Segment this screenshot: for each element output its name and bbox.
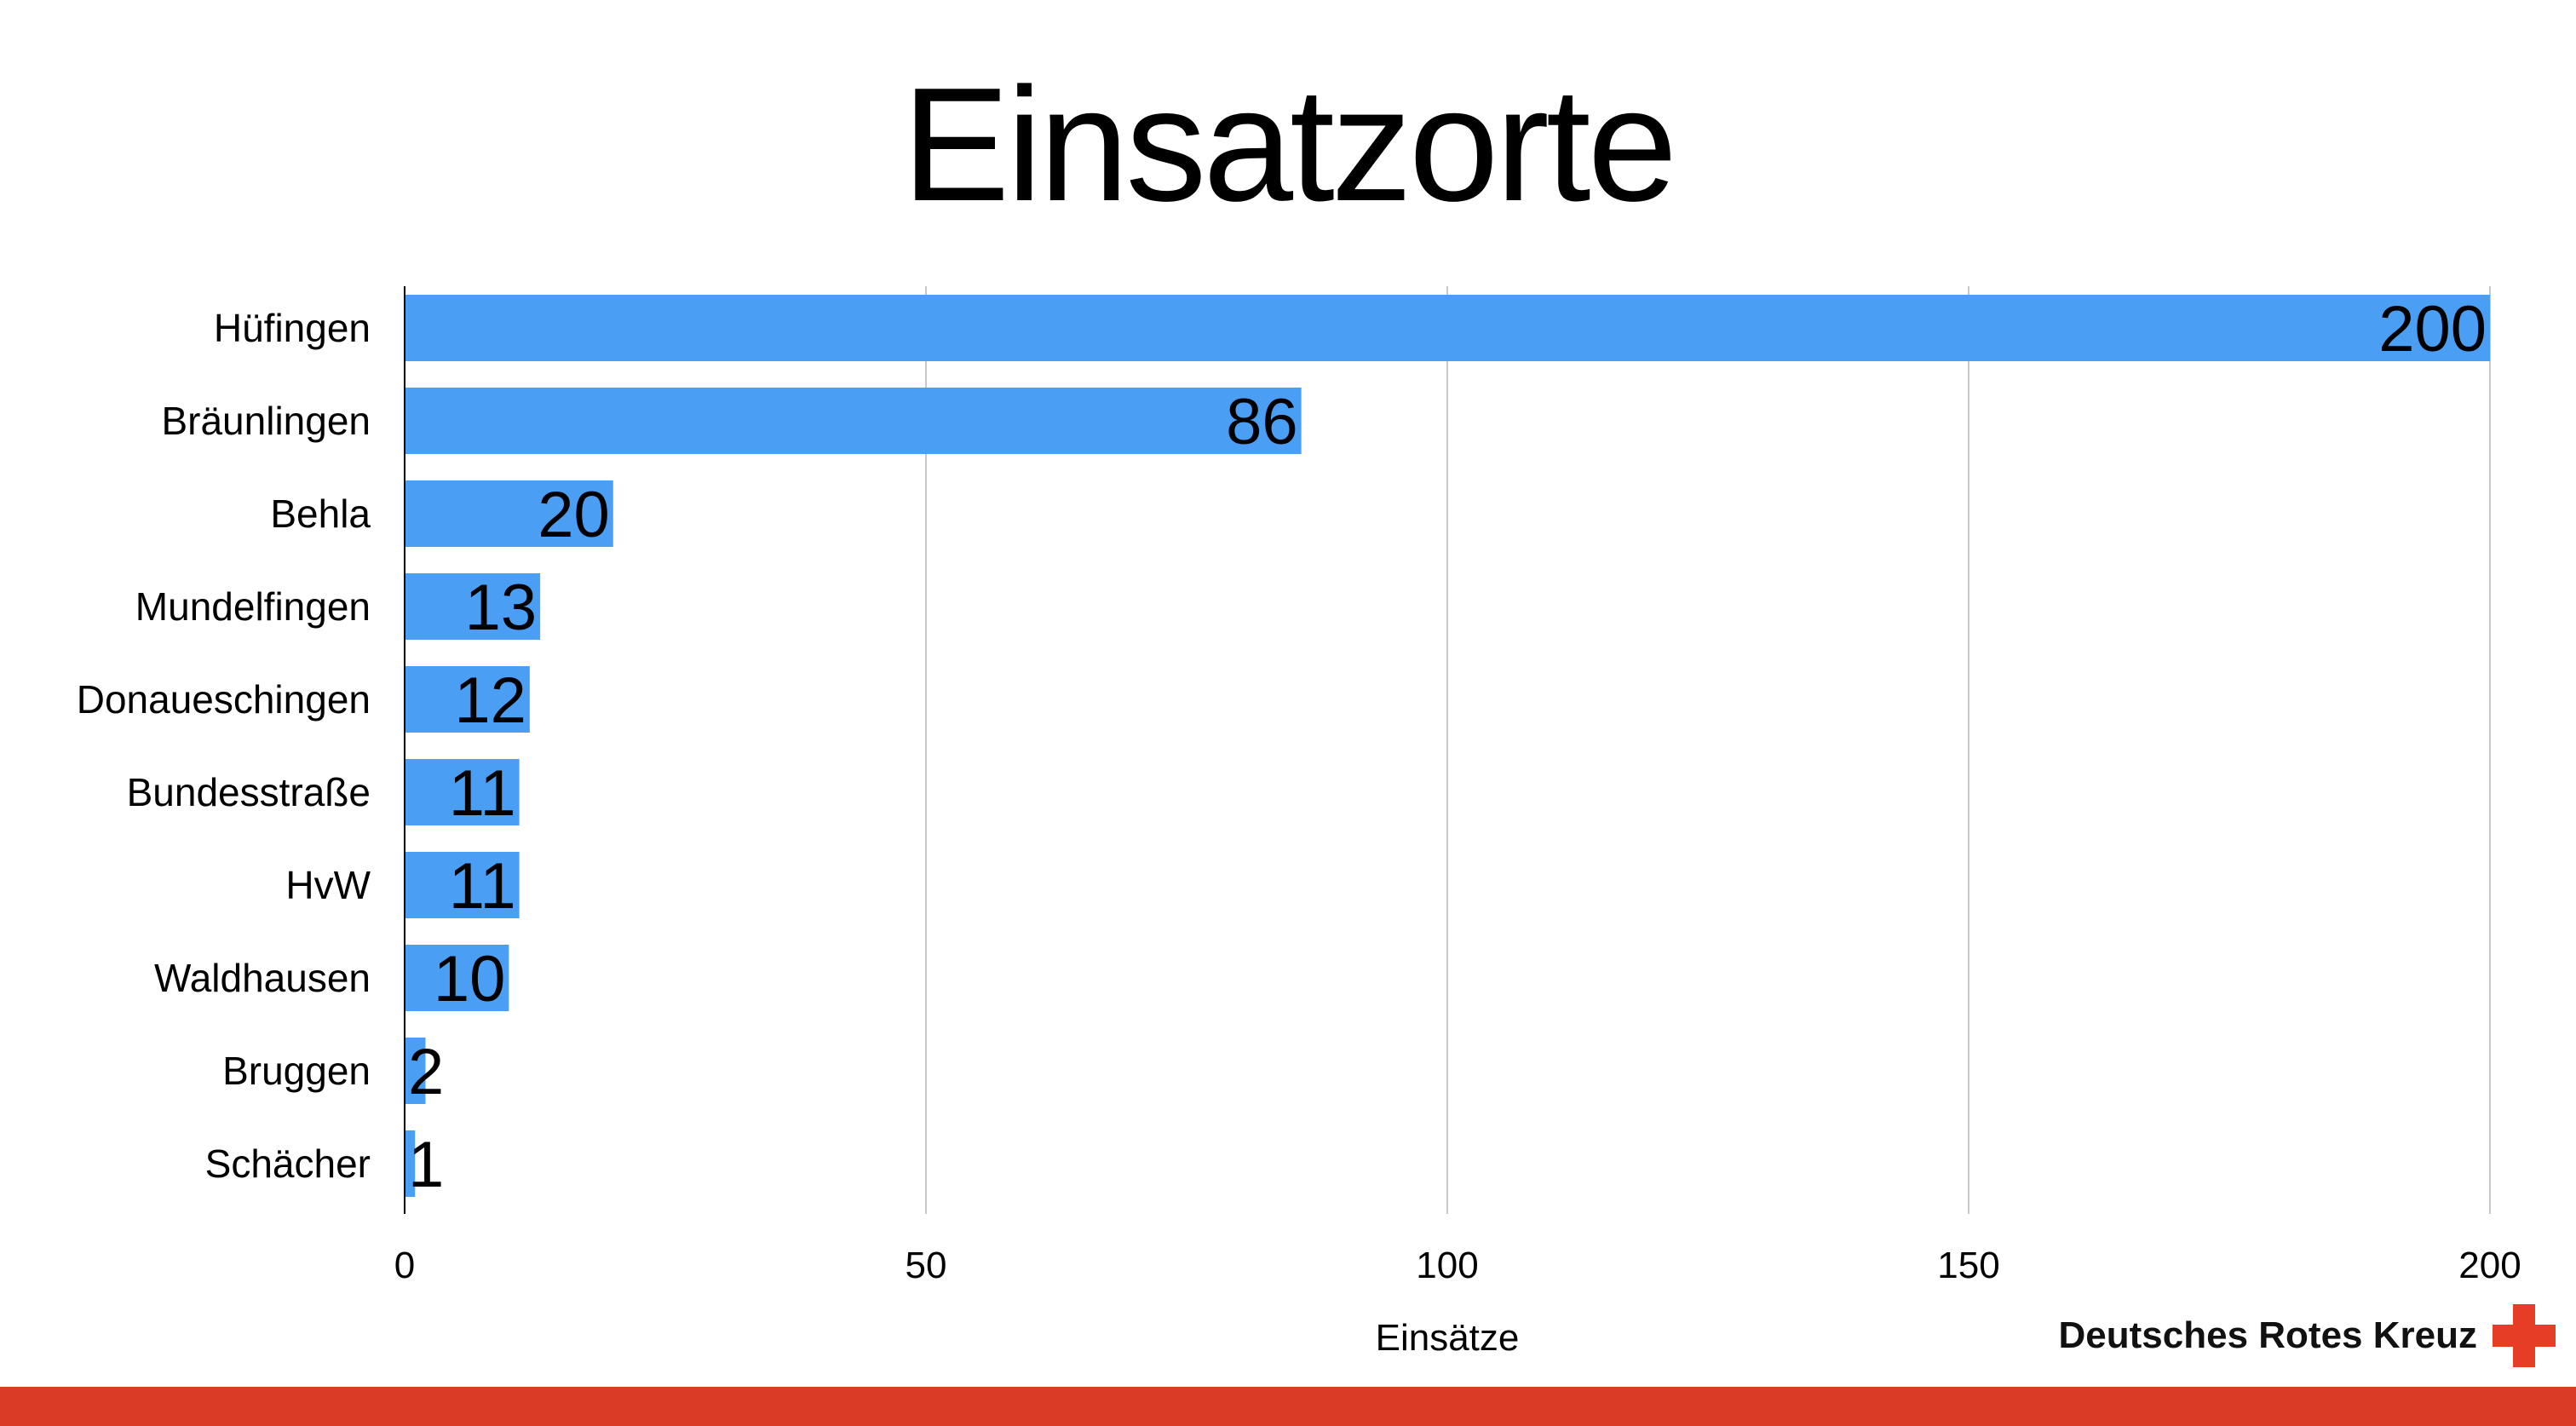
data-label: 2 <box>408 1036 444 1108</box>
x-axis-title: Einsätze <box>1376 1317 1520 1359</box>
category-label: Bräunlingen <box>161 399 371 443</box>
data-label: 13 <box>465 572 538 644</box>
data-label: 200 <box>2378 293 2487 365</box>
category-label: Behla <box>270 492 371 536</box>
logo-text: Deutsches Rotes Kreuz <box>2058 1314 2477 1356</box>
bar <box>405 1038 426 1104</box>
bar <box>405 666 530 733</box>
slide-title: Einsatzorte <box>901 55 1677 235</box>
bar <box>405 1130 416 1197</box>
data-label: 10 <box>434 943 506 1015</box>
x-tick-label: 150 <box>1937 1245 1999 1286</box>
bar <box>405 480 613 547</box>
x-tick-label: 200 <box>2458 1245 2521 1286</box>
footer-notch <box>2021 1380 2576 1387</box>
bars <box>405 295 2490 1197</box>
bar <box>405 573 541 640</box>
category-label: Mundelfingen <box>135 584 371 629</box>
data-label: 11 <box>449 757 516 830</box>
bar <box>405 759 520 825</box>
data-label: 12 <box>454 664 526 737</box>
data-label: 20 <box>538 479 610 551</box>
footer-bar <box>0 1387 2576 1426</box>
x-tick-label: 50 <box>906 1245 947 1286</box>
labels: 0 50 100 150 200 Hüfingen 200 Bräunlingen 86 Behl… <box>77 293 2521 1286</box>
category-label: Donaueschingen <box>77 677 371 722</box>
drk-logo: Deutsches Rotes Kreuz <box>2027 1302 2556 1370</box>
category-label: Hüfingen <box>214 306 371 350</box>
data-label: 11 <box>449 850 516 923</box>
x-tick-label: 0 <box>394 1245 415 1286</box>
data-label: 86 <box>1226 386 1298 458</box>
category-label: HvW <box>285 863 371 907</box>
category-label: Bruggen <box>222 1049 371 1093</box>
bar <box>405 295 2490 361</box>
bar <box>405 852 520 918</box>
category-label: Waldhausen <box>154 956 371 1000</box>
bar <box>405 945 509 1011</box>
red-cross-icon <box>2493 1304 2556 1367</box>
data-label: 1 <box>408 1129 444 1201</box>
bar <box>405 388 1302 454</box>
category-label: Bundesstraße <box>127 770 371 814</box>
category-label: Schächer <box>205 1141 371 1186</box>
x-tick-label: 100 <box>1416 1245 1478 1286</box>
